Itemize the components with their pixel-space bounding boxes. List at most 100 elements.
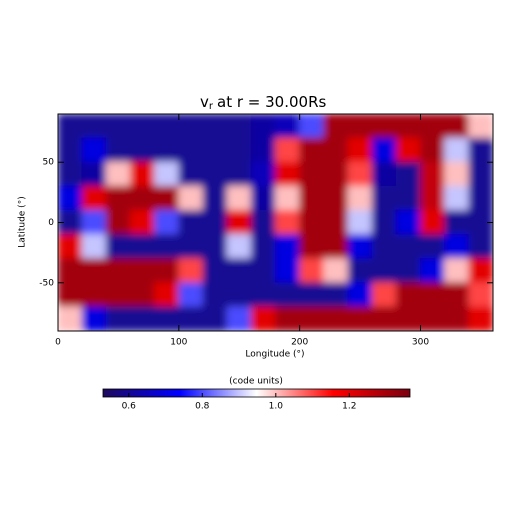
- cell: [444, 114, 470, 139]
- cell: [468, 161, 493, 187]
- cell: [105, 282, 131, 308]
- cell: [154, 234, 180, 260]
- x-tick-label: 200: [291, 338, 308, 348]
- cell: [130, 161, 156, 187]
- cell: [420, 209, 446, 236]
- cell: [347, 114, 373, 139]
- cell: [226, 234, 252, 260]
- cell: [178, 185, 204, 211]
- cell: [323, 234, 349, 260]
- cell: [178, 209, 204, 236]
- cell: [323, 258, 349, 284]
- cell: [154, 161, 180, 187]
- colorbar-tick-label: 0.6: [122, 402, 137, 412]
- x-axis-label: Longitude (°): [245, 350, 304, 360]
- cell: [395, 234, 421, 260]
- cell: [371, 234, 397, 260]
- cell: [323, 161, 349, 187]
- cell: [395, 306, 421, 331]
- cell: [105, 234, 131, 260]
- cell: [347, 209, 373, 236]
- cell: [250, 306, 276, 331]
- cell: [154, 282, 180, 308]
- cell: [226, 258, 252, 284]
- cell: [299, 185, 325, 211]
- cell: [444, 209, 470, 236]
- cell: [468, 234, 493, 260]
- cell: [420, 185, 446, 211]
- x-tick-label: 0: [55, 338, 61, 348]
- cell: [154, 137, 180, 163]
- cell: [202, 137, 228, 163]
- colorbar-label: (code units): [229, 377, 283, 387]
- cell: [226, 185, 252, 211]
- y-axis-label: Latitude (°): [18, 196, 28, 247]
- cell: [226, 282, 252, 308]
- x-tick-label: 300: [412, 338, 429, 348]
- cell: [202, 234, 228, 260]
- cell: [299, 209, 325, 236]
- cell: [420, 282, 446, 308]
- cell: [299, 161, 325, 187]
- cell: [250, 258, 276, 284]
- cell: [154, 258, 180, 284]
- chart-title: vr at r = 30.00Rs: [200, 93, 326, 113]
- cell: [420, 161, 446, 187]
- cell: [105, 185, 131, 211]
- cell: [130, 282, 156, 308]
- cell: [444, 137, 470, 163]
- cell: [130, 185, 156, 211]
- cell: [81, 185, 107, 211]
- colorbar-tick-label: 1.2: [342, 402, 356, 412]
- cell: [468, 258, 493, 284]
- cell: [226, 114, 252, 139]
- cell: [468, 306, 493, 331]
- y-tick-label: 50: [43, 158, 55, 168]
- colorbar-tick-label: 0.8: [195, 402, 210, 412]
- cell: [130, 114, 156, 139]
- cell: [299, 114, 325, 139]
- cell: [250, 114, 276, 139]
- cell: [371, 137, 397, 163]
- cell: [371, 161, 397, 187]
- cell: [347, 161, 373, 187]
- cell: [347, 234, 373, 260]
- cell: [323, 282, 349, 308]
- cell: [275, 306, 301, 331]
- cell: [250, 185, 276, 211]
- cell: [347, 185, 373, 211]
- cell: [347, 282, 373, 308]
- cell: [323, 209, 349, 236]
- cell: [299, 306, 325, 331]
- cell: [105, 209, 131, 236]
- cell: [81, 258, 107, 284]
- cell: [81, 209, 107, 236]
- cell: [395, 114, 421, 139]
- cell: [130, 209, 156, 236]
- cell: [395, 258, 421, 284]
- cell: [58, 234, 83, 260]
- cell: [420, 306, 446, 331]
- cell: [299, 234, 325, 260]
- cell: [250, 161, 276, 187]
- cell: [275, 161, 301, 187]
- cell: [275, 185, 301, 211]
- cell: [420, 258, 446, 284]
- cell: [275, 209, 301, 236]
- colorbar: [102, 388, 411, 398]
- cell: [178, 234, 204, 260]
- cell: [58, 161, 83, 187]
- cell: [444, 185, 470, 211]
- cell: [58, 185, 83, 211]
- cell: [178, 306, 204, 331]
- cell: [444, 258, 470, 284]
- cell: [81, 306, 107, 331]
- cell: [154, 185, 180, 211]
- cell: [395, 185, 421, 211]
- cell: [299, 137, 325, 163]
- cell: [468, 185, 493, 211]
- cell: [202, 306, 228, 331]
- cell: [58, 114, 83, 139]
- cell: [202, 209, 228, 236]
